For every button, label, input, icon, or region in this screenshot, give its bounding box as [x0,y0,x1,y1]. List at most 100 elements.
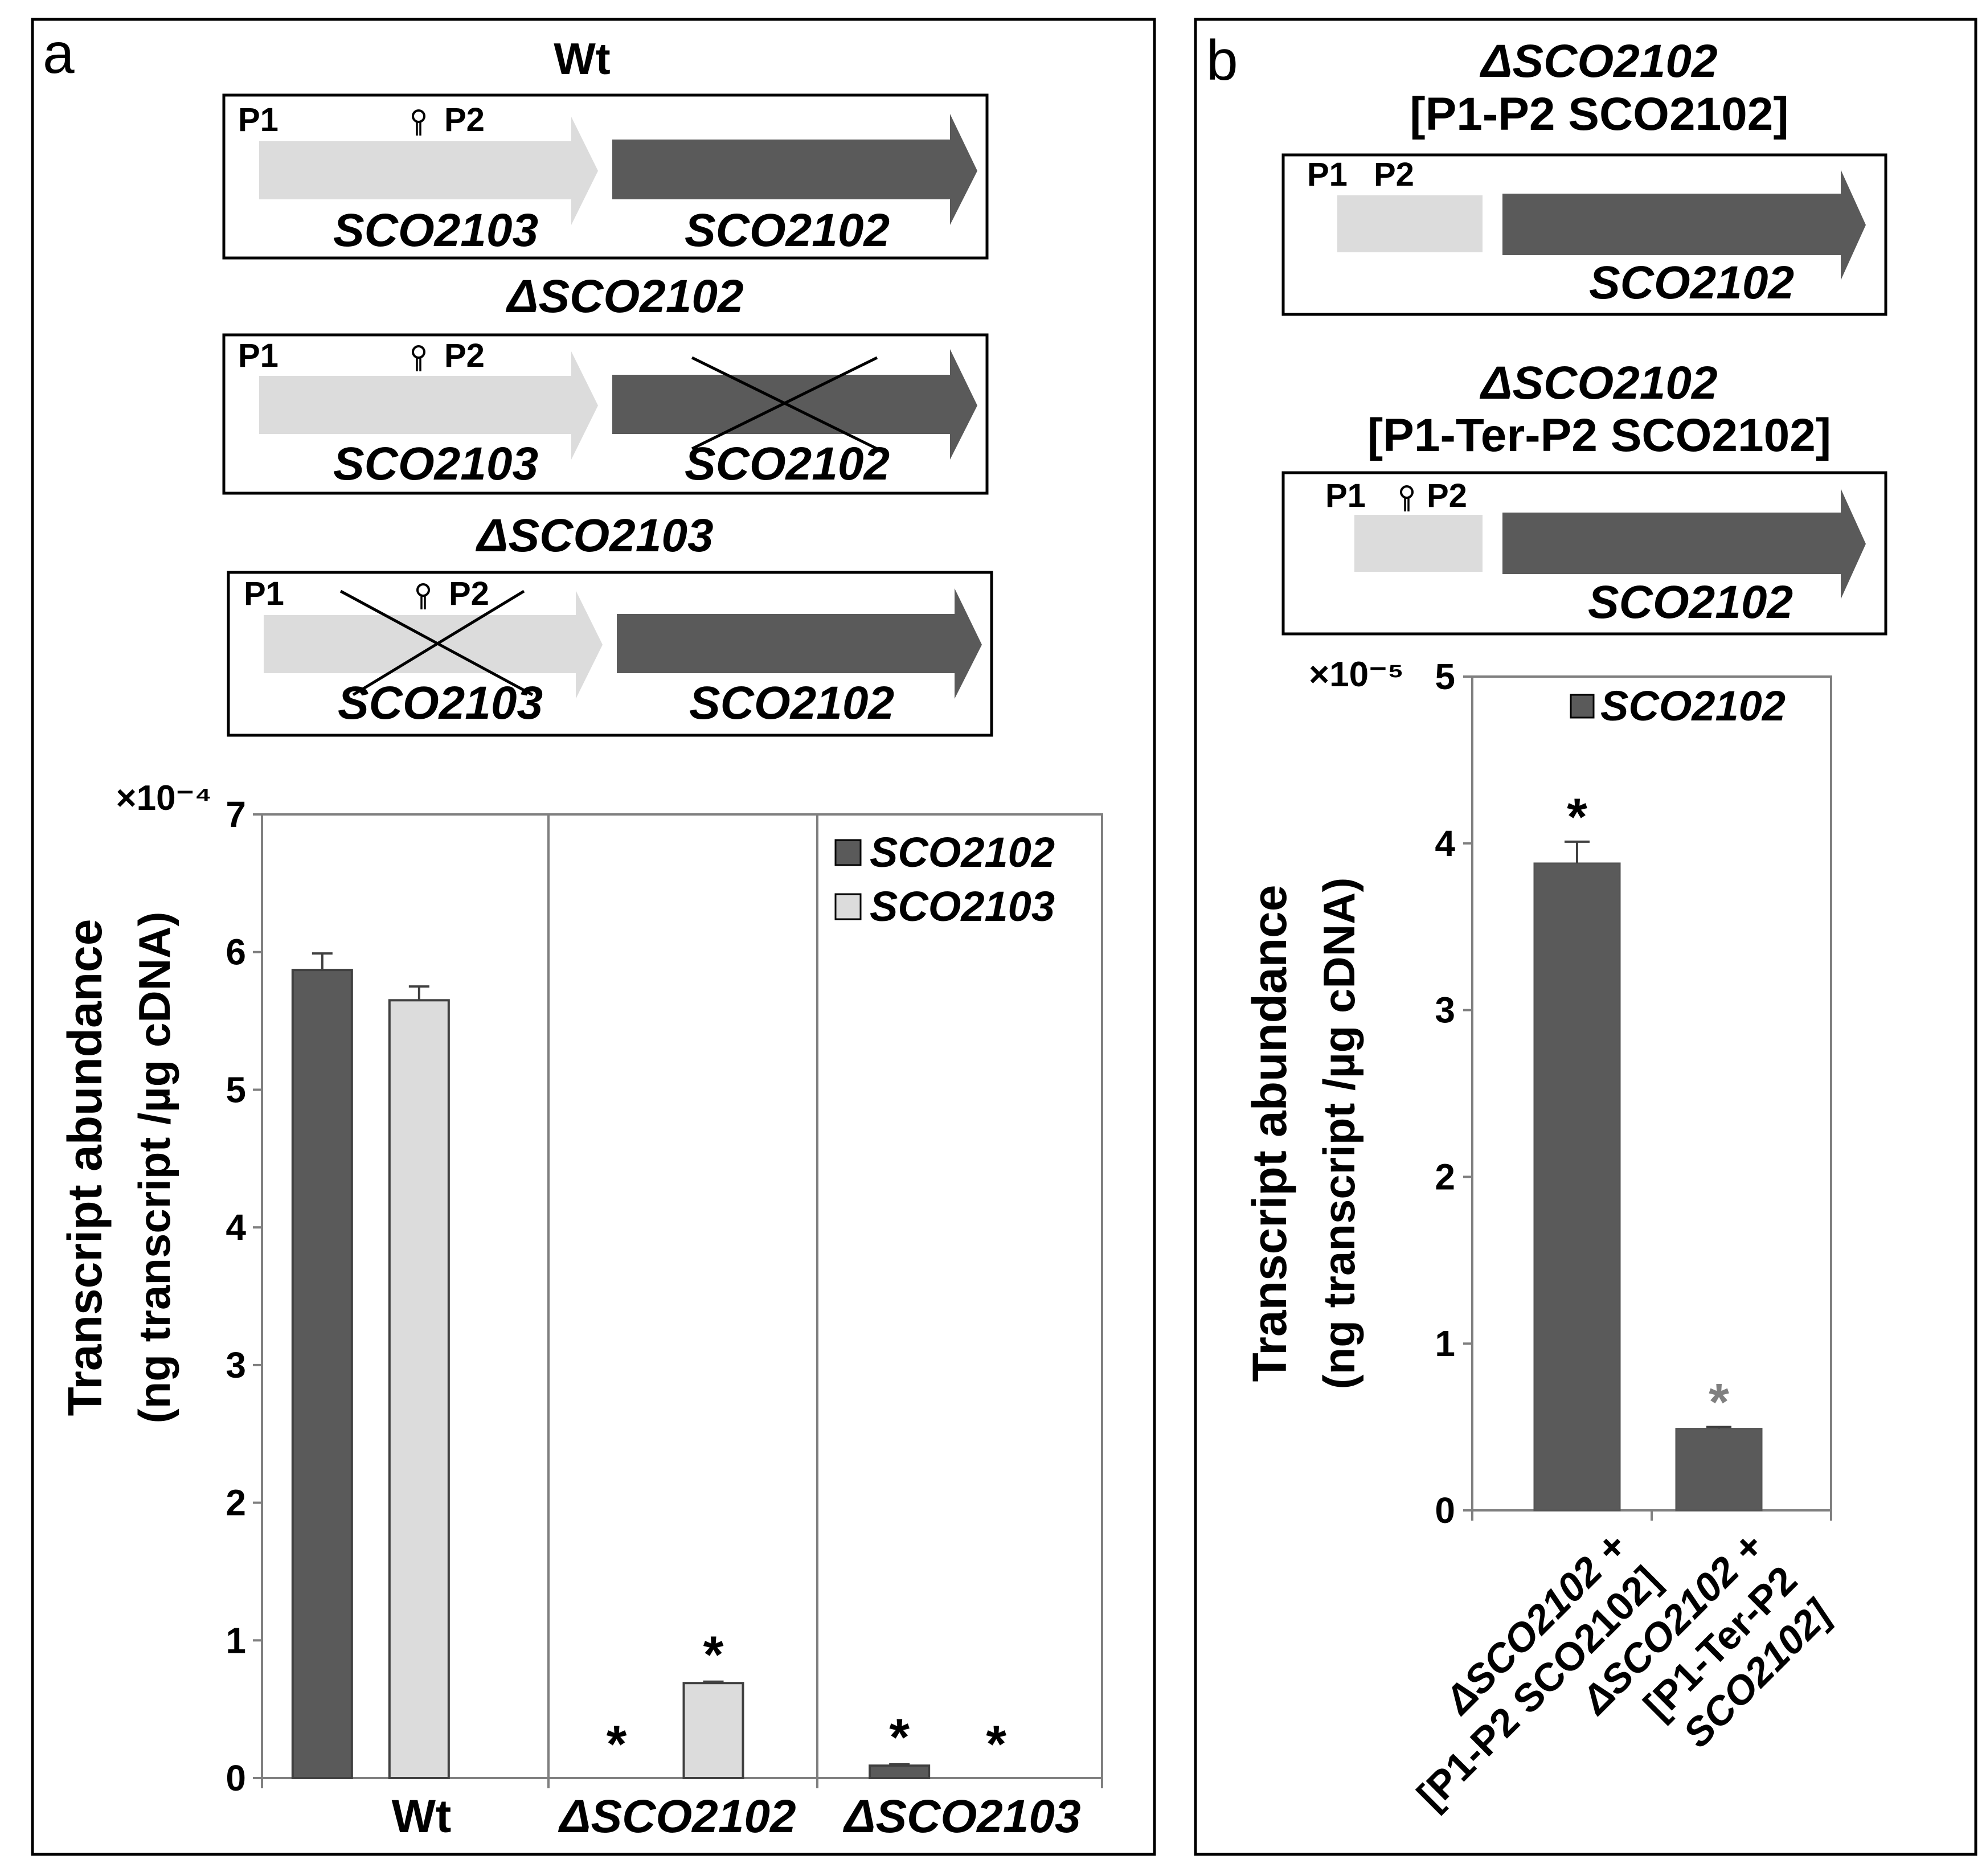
y-tick-label: 0 [226,1758,246,1799]
y-axis-label-line1: Transcript abundance [1243,885,1296,1382]
significance-star: * [1709,1374,1729,1432]
construct-box [227,571,993,737]
y-tick-label: 5 [1435,656,1455,697]
construct-box [222,333,989,495]
plot-area [261,813,1103,1779]
significance-star: * [986,1715,1006,1773]
construct-p1-ter-p2: ΔSCO2102 [P1-Ter-P2 SCO2102] P1 P2 SCO21… [1281,357,1887,636]
deletion-cross [352,589,525,697]
promoter-p2: P2 [449,575,489,612]
panel-a-frame [31,18,1156,1856]
construct-title-line1: ΔSCO2102 [1479,35,1717,87]
promoter-region [1337,195,1483,252]
construct-title: ΔSCO2103 [475,510,713,562]
y-tick-label: 0 [1435,1490,1455,1531]
construct-title-line1: ΔSCO2102 [1479,357,1717,409]
construct-delta-sco2103: ΔSCO2103 P1 P2 SCO2103 SCO2102 [227,510,993,737]
construct-title: Wt [554,34,611,84]
gene-arrow-sco2102 [617,588,982,699]
promoter-p1: P1 [244,575,284,612]
significance-star: * [1567,788,1587,846]
legend-swatch-sco2102 [834,839,862,866]
bar-sco2103 [388,999,450,1779]
gene-label-sco2102: SCO2102 [685,438,890,490]
gene-label-sco2103: SCO2103 [333,438,538,490]
y-tick-label: 4 [226,1207,246,1248]
x-category-label: Wt [392,1791,452,1842]
bar-sco2102 [1675,1428,1763,1512]
bar-sco2102 [291,969,353,1779]
bar-sco2102 [869,1764,931,1779]
deletion-cross [691,356,878,450]
construct-p1-p2: ΔSCO2102 [P1-P2 SCO2102] P1 P2 SCO2102 [1281,35,1887,316]
gene-arrow-sco2102 [612,114,977,225]
legend-label-sco2102: SCO2102 [870,829,1055,876]
legend-a: SCO2102 SCO2103 [834,829,1055,930]
plot-area [1471,675,1832,1512]
construct-box [222,93,989,260]
gene-label-sco2102: SCO2102 [1589,257,1794,309]
x-category-label: ΔSCO2103 [842,1791,1080,1842]
gene-label-sco2103: SCO2103 [338,677,543,729]
construct-delta-sco2102: ΔSCO2102 P1 P2 SCO2103 SCO2102 [222,271,989,495]
significance-star: * [889,1709,910,1767]
y-axis-label-line1: Transcript abundance [58,919,112,1416]
construct-title: ΔSCO2102 [505,271,743,322]
promoter-p2: P2 [444,101,485,138]
bar-sco2103 [682,1682,744,1779]
gene-arrow-sco2102 [1502,170,1866,280]
y-tick-label: 2 [226,1482,246,1523]
panel-b-frame [1194,18,1977,1856]
y-tick-label: 3 [226,1345,246,1386]
y-axis-label-line2: (ng transcript /µg cDNA) [129,912,179,1424]
y-axis-multiplier: ×10⁻⁵ [1309,655,1404,694]
gene-label-sco2103: SCO2103 [333,204,538,256]
gene-arrow-sco2102 [1502,489,1866,599]
y-tick-label: 6 [226,932,246,973]
construct-box [1281,471,1887,636]
x-category-label: ΔSCO2102 [558,1791,796,1842]
legend-b: SCO2102 [1570,682,1786,730]
promoter-p1: P1 [1325,477,1366,514]
y-axis-label-line2: (ng transcript /µg cDNA) [1314,878,1364,1390]
chart-b: ×10⁻⁵ Transcript abundance (ng transcrip… [1243,655,1840,1818]
promoter-p2: P2 [1374,156,1414,193]
y-tick-label: 3 [1435,990,1455,1031]
legend-label-sco2102: SCO2102 [1600,682,1786,730]
terminator-icon [416,583,430,611]
y-tick-label: 1 [1435,1323,1455,1364]
terminator-icon [412,345,425,372]
y-tick-label: 1 [226,1620,246,1661]
y-tick-label: 2 [1435,1156,1455,1197]
construct-title-line2: [P1-Ter-P2 SCO2102] [1367,409,1831,461]
panel-b-letter: b [1206,28,1238,92]
promoter-p1: P1 [238,101,279,138]
promoter-p2: P2 [1427,477,1467,514]
chart-a: ×10⁻⁴ Transcript abundance (ng transcrip… [58,779,1103,1842]
panel-a-letter: a [43,22,75,85]
y-tick-label: 7 [226,794,246,835]
significance-star: * [703,1626,724,1684]
promoter-p2: P2 [444,337,485,374]
y-tick-label: 4 [1435,823,1455,864]
terminator-icon [412,109,425,137]
gene-label-sco2102: SCO2102 [1588,576,1793,628]
promoter-p1: P1 [1307,156,1348,193]
gene-label-sco2102: SCO2102 [685,204,890,256]
bar-sco2102 [1533,862,1621,1512]
promoter-region [1354,515,1483,572]
legend-swatch-sco2102 [1570,694,1595,719]
legend-swatch-sco2103 [834,893,862,920]
gene-label-sco2102: SCO2102 [689,677,894,729]
gene-arrow-sco2102 [612,349,977,460]
significance-star: * [607,1715,627,1773]
y-axis-multiplier: ×10⁻⁴ [116,779,212,818]
y-tick-label: 5 [226,1069,246,1110]
legend-label-sco2103: SCO2103 [870,883,1055,930]
construct-title-line2: [P1-P2 SCO2102] [1410,88,1788,140]
gene-arrow-sco2103 [259,117,598,225]
construct-wt: Wt P1 P2 SCO2103 SCO2102 [222,34,989,260]
promoter-p1: P1 [238,337,279,374]
terminator-icon [1400,485,1414,513]
